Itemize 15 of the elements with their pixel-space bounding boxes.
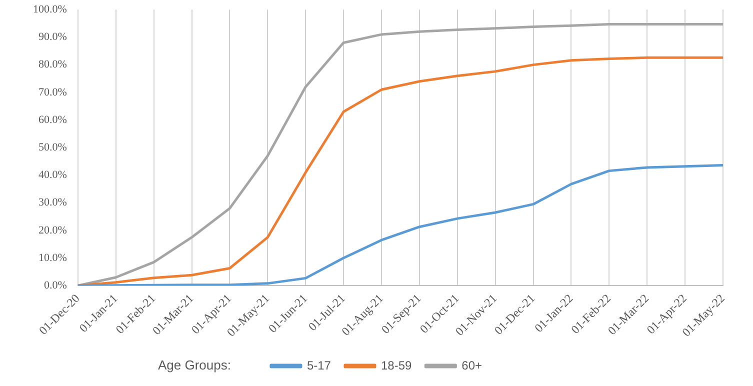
- legend-label: 60+: [462, 358, 482, 372]
- y-tick-label: 70.0%: [38, 86, 67, 98]
- legend-title: Age Groups:: [158, 358, 231, 373]
- y-tick-label: 0.0%: [44, 280, 67, 292]
- y-tick-label: 10.0%: [38, 252, 67, 264]
- y-tick-label: 20.0%: [38, 224, 67, 236]
- y-tick-label: 60.0%: [38, 114, 67, 126]
- legend-label: 5-17: [306, 358, 332, 372]
- y-tick-label: 40.0%: [38, 169, 67, 182]
- y-tick-label: 80.0%: [38, 58, 67, 71]
- y-tick-label: 50.0%: [38, 142, 67, 154]
- y-tick-label: 30.0%: [38, 196, 67, 209]
- y-tick-label: 100.0%: [32, 3, 67, 16]
- y-tick-label: 90.0%: [38, 31, 67, 44]
- legend-label: 18-59: [380, 358, 412, 372]
